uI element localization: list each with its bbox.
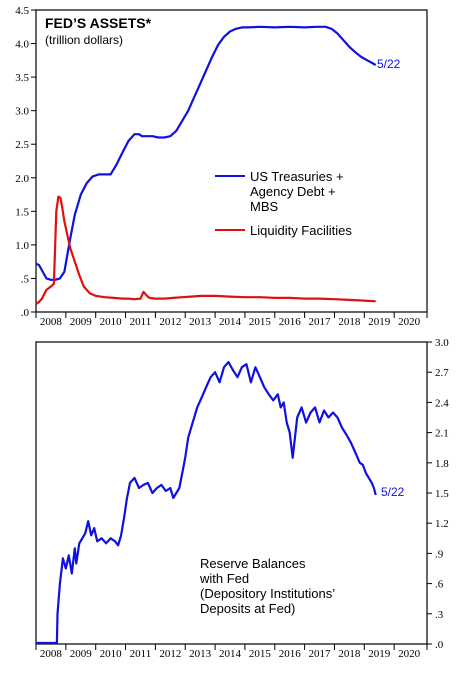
y-tick-label: 2.5 (15, 139, 29, 151)
legend-label-treasuries-3: MBS (250, 199, 279, 214)
y-tick-label: .9 (435, 548, 444, 560)
fed-assets-chart: .0 .5 1.0 1.5 2.0 2.5 3.0 3.5 4.0 4.5 2008 2009 201… (15, 5, 428, 328)
y-tick-label: 4.0 (15, 39, 29, 51)
x-axis: 2008 2009 2010 2011 2012 2013 2014 2015 2016 2017… (35, 312, 428, 328)
legend-label-liquidity: Liquidity Facilities (250, 223, 352, 238)
legend-label-treasuries-2: Agency Debt + (250, 184, 336, 199)
legend: US Treasuries + Agency Debt + MBS Liquid… (215, 169, 352, 238)
annotation-line-4: Deposits at Fed) (200, 601, 295, 616)
x-tick-label: 2015 (249, 316, 272, 328)
x-tick-label: 2010 (100, 648, 123, 660)
plot-frame (35, 9, 428, 313)
annotation-line-1: Reserve Balances (200, 556, 306, 571)
y-tick-label: .0 (21, 307, 30, 319)
annotation-line-2: with Fed (199, 571, 249, 586)
x-tick-label: 2020 (398, 316, 421, 328)
y-tick-label: 2.7 (435, 367, 449, 379)
series-group (35, 25, 377, 305)
x-tick-label: 2014 (219, 648, 242, 660)
x-tick-label: 2008 (40, 316, 63, 328)
end-date-label: 5/22 (381, 485, 405, 499)
reserve-balances-chart: .0.3.6.91.21.51.82.12.42.73.0 2008 2009 20… (35, 337, 449, 660)
y-tick-label: 1.5 (15, 206, 29, 218)
y-tick-label: 2.4 (435, 397, 449, 409)
annotation-line-3: (Depository Institutions’ (200, 586, 335, 601)
x-tick-label: 2019 (368, 648, 391, 660)
y-tick-label: 3.5 (15, 72, 29, 84)
x-tick-label: 2013 (189, 648, 212, 660)
y-tick-label: 2.1 (435, 428, 449, 440)
x-tick-label: 2010 (100, 316, 123, 328)
x-tick-label: 2017 (309, 648, 332, 660)
y-tick-label: 3.0 (435, 337, 449, 349)
y-tick-label: .5 (21, 273, 30, 285)
y-tick-label: .0 (435, 639, 444, 651)
x-tick-label: 2020 (398, 648, 421, 660)
x-tick-label: 2011 (130, 648, 152, 660)
x-tick-label: 2012 (159, 648, 181, 660)
x-tick-label: 2018 (338, 648, 361, 660)
y-tick-label: 1.5 (435, 488, 449, 500)
x-tick-label: 2017 (309, 316, 332, 328)
series-line-reserve-balances (36, 361, 377, 645)
x-tick-label: 2013 (189, 316, 212, 328)
y-tick-label: 4.5 (15, 5, 29, 17)
x-tick-label: 2018 (338, 316, 361, 328)
chart-title: FED’S ASSETS* (45, 15, 152, 31)
x-axis: 2008 2009 2010 2011 2012 2013 2014 2015 2016 2017… (35, 644, 428, 660)
x-tick-label: 2015 (249, 648, 272, 660)
y-tick-label: 3.0 (15, 106, 29, 118)
y-tick-label: 1.8 (435, 458, 449, 470)
chart-subtitle: (trillion dollars) (45, 33, 123, 47)
end-date-label: 5/22 (377, 57, 401, 71)
x-tick-label: 2011 (130, 316, 152, 328)
y-axis: .0 .5 1.0 1.5 2.0 2.5 3.0 3.5 4.0 4.5 (15, 5, 36, 319)
x-tick-label: 2009 (70, 316, 93, 328)
y-tick-label: 1.2 (435, 518, 449, 530)
x-tick-label: 2019 (368, 316, 391, 328)
series-group (36, 361, 377, 645)
x-tick-label: 2012 (159, 316, 181, 328)
chart-annotation: Reserve Balances with Fed (Depository In… (199, 556, 335, 616)
x-tick-label: 2009 (70, 648, 93, 660)
x-tick-label: 2008 (40, 648, 63, 660)
y-tick-label: 1.0 (15, 240, 29, 252)
y-axis: .0 .3 .6 .9 1.2 1.5 1.8 2.1 2.4 2.7 3.0 (427, 337, 449, 651)
y-tick-label: .6 (435, 579, 444, 591)
y-tick-label: 2.0 (15, 173, 29, 185)
x-tick-label: 2016 (279, 648, 302, 660)
series-line-us-treasuries-agency-debt-mbs (35, 25, 377, 281)
series-line-liquidity-facilities (35, 195, 376, 305)
x-tick-label: 2014 (219, 316, 242, 328)
y-tick-label: .3 (435, 609, 444, 621)
legend-label-treasuries-1: US Treasuries + (250, 169, 344, 184)
x-tick-label: 2016 (279, 316, 302, 328)
